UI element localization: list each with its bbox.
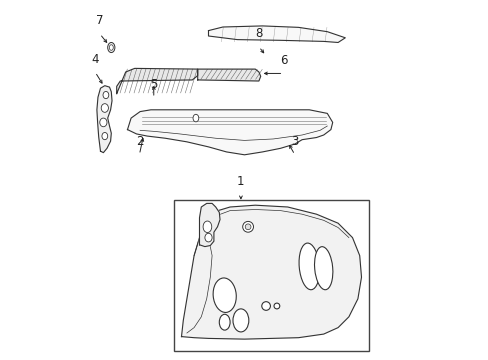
Text: 1: 1 — [237, 175, 244, 188]
Text: 8: 8 — [255, 27, 262, 40]
Ellipse shape — [102, 132, 107, 140]
Ellipse shape — [103, 91, 108, 99]
Polygon shape — [199, 203, 220, 247]
Ellipse shape — [101, 104, 108, 112]
Polygon shape — [127, 110, 332, 155]
Ellipse shape — [219, 314, 230, 330]
Polygon shape — [208, 26, 345, 42]
Ellipse shape — [261, 302, 270, 310]
Text: 3: 3 — [291, 135, 298, 148]
Ellipse shape — [273, 303, 279, 309]
Ellipse shape — [204, 233, 212, 242]
Ellipse shape — [109, 45, 113, 50]
Ellipse shape — [314, 247, 332, 290]
Text: 5: 5 — [150, 78, 157, 91]
Text: 2: 2 — [135, 135, 143, 148]
Text: 7: 7 — [96, 14, 103, 27]
Polygon shape — [117, 68, 197, 94]
Circle shape — [244, 224, 250, 230]
Polygon shape — [197, 69, 260, 81]
Polygon shape — [97, 86, 112, 153]
Ellipse shape — [203, 221, 211, 233]
Ellipse shape — [213, 278, 236, 312]
Ellipse shape — [232, 309, 248, 332]
Bar — [174, 200, 368, 351]
Ellipse shape — [193, 114, 199, 122]
Polygon shape — [181, 205, 361, 339]
Ellipse shape — [299, 243, 319, 290]
Text: 4: 4 — [91, 53, 99, 66]
Ellipse shape — [100, 118, 107, 127]
Ellipse shape — [107, 42, 115, 53]
Text: 6: 6 — [279, 54, 286, 67]
Circle shape — [242, 221, 253, 232]
